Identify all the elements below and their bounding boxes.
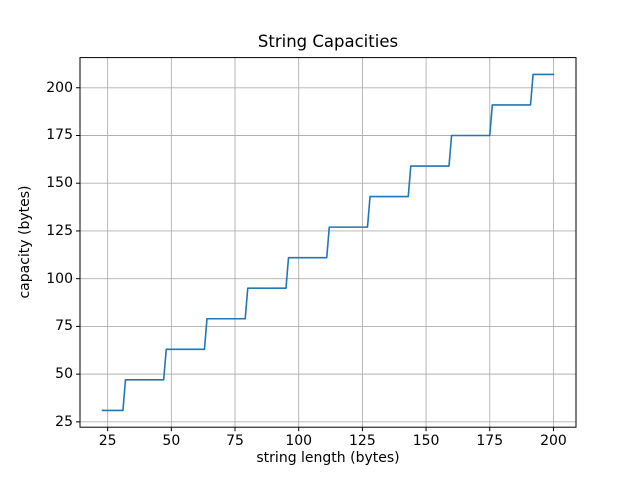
x-tick-label: 125 — [349, 432, 376, 449]
x-axis-label: string length (bytes) — [256, 450, 400, 466]
x-tick-label: 100 — [285, 432, 313, 449]
x-tick-label: 75 — [226, 432, 244, 449]
y-tick-label: 50 — [55, 366, 73, 383]
y-tick-label: 75 — [55, 318, 73, 335]
data-line-capacity — [101, 73, 555, 412]
y-tick-label: 200 — [46, 79, 73, 96]
x-tick-label: 175 — [476, 432, 504, 449]
x-tick-label: 150 — [412, 432, 440, 449]
x-tick-label: 200 — [540, 432, 567, 449]
x-tick-label: 50 — [162, 432, 181, 449]
y-tick-label: 25 — [55, 413, 73, 430]
y-tick-label: 175 — [46, 127, 73, 144]
y-tick-label: 125 — [46, 222, 73, 239]
chart-title: String Capacities — [257, 32, 399, 51]
x-tick-label: 25 — [98, 432, 117, 449]
axes-spine — [79, 57, 577, 428]
y-tick-label: 100 — [46, 270, 73, 287]
y-tick-label: 150 — [46, 175, 73, 192]
